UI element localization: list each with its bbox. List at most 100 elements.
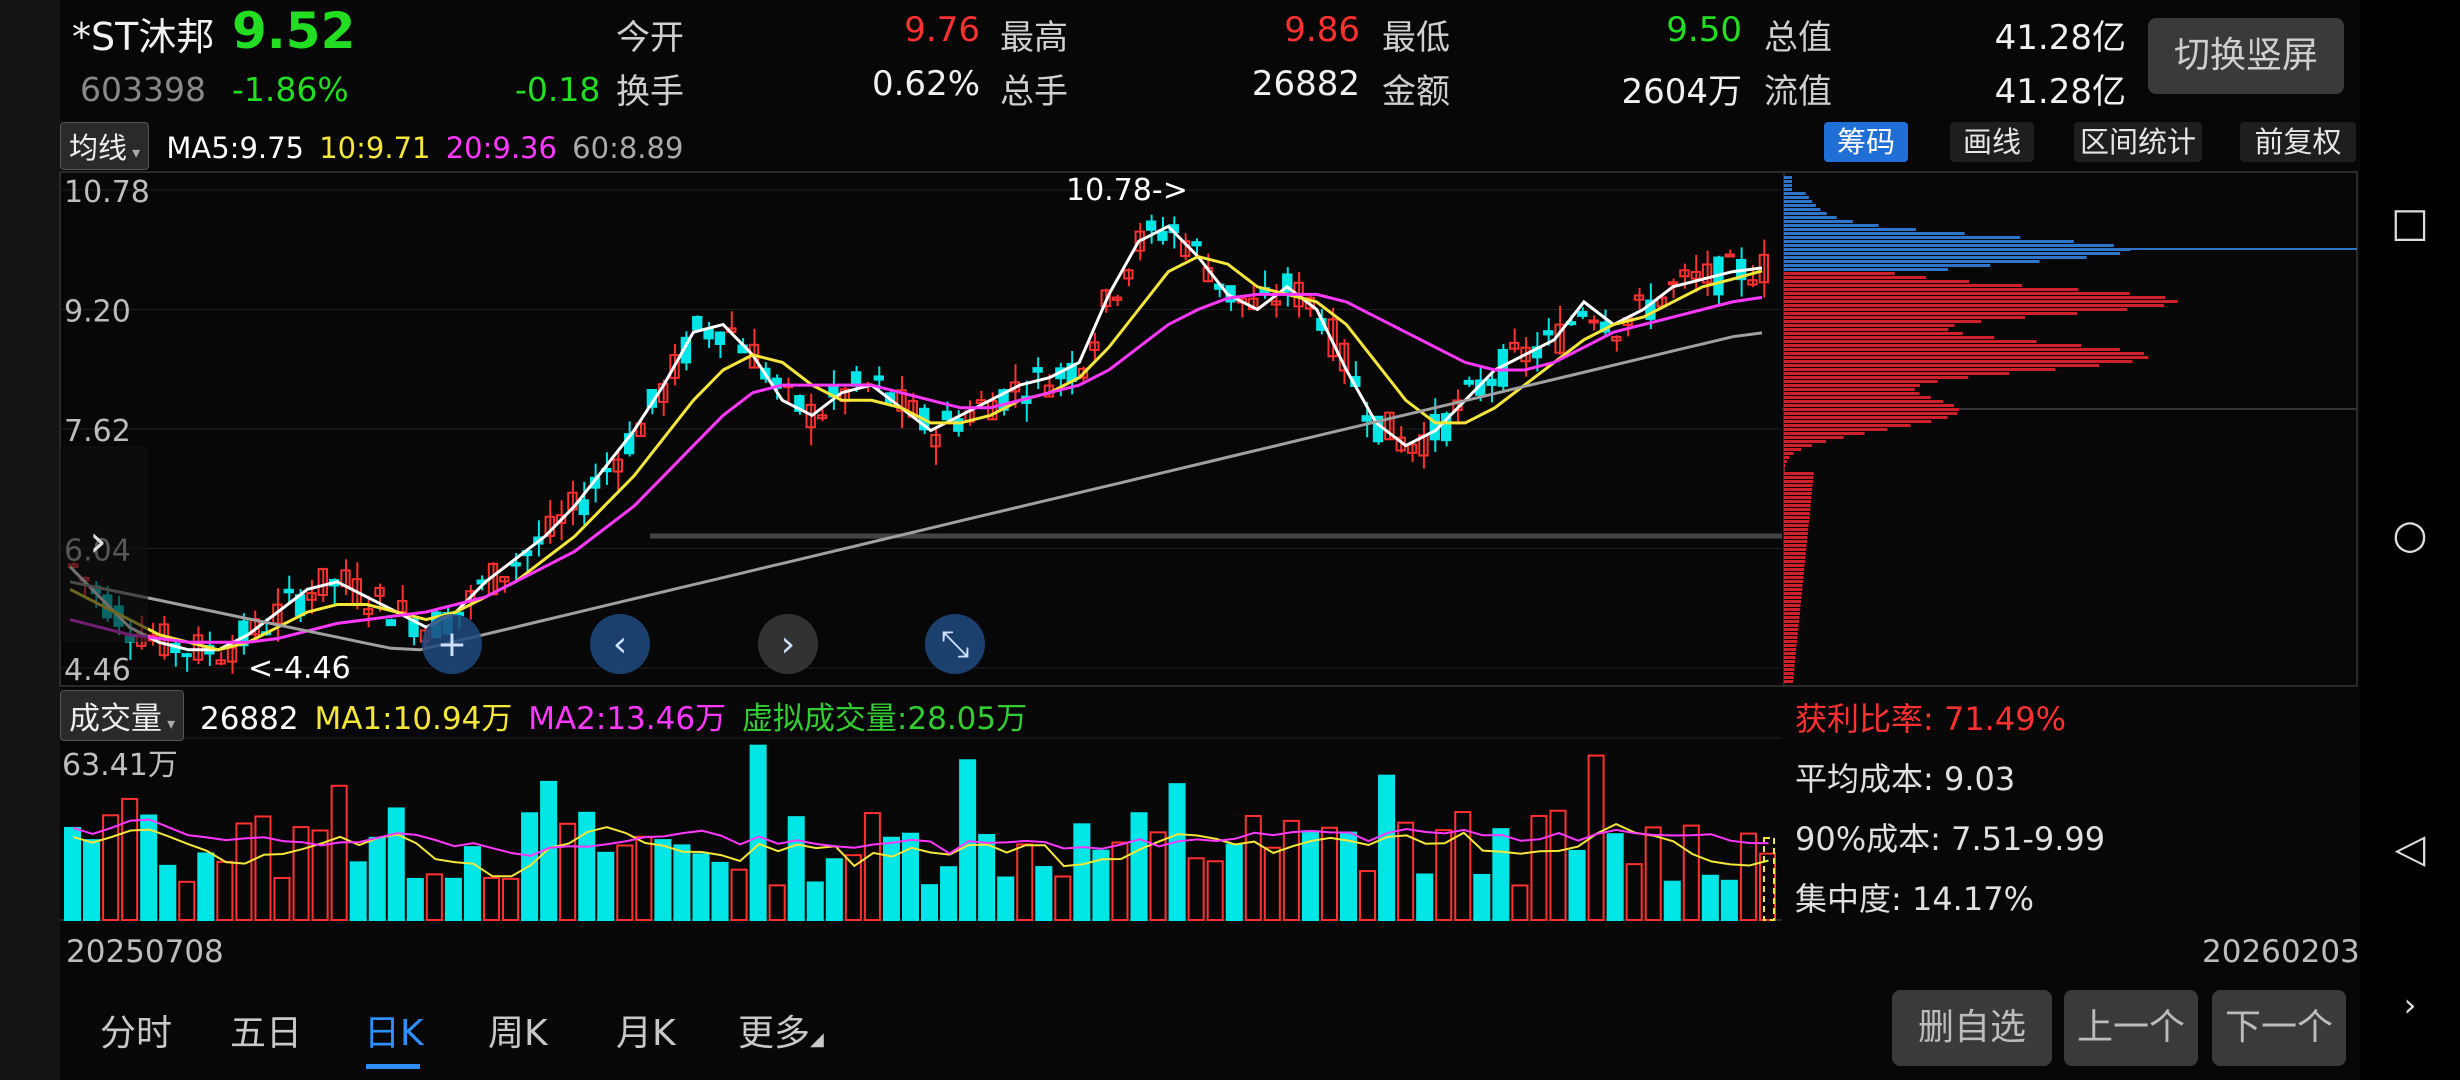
volume-max-label: 63.41万 [62, 748, 178, 783]
chip-bar [1784, 456, 1790, 459]
volume-bar-down [1130, 812, 1148, 921]
candle-down [941, 410, 953, 421]
candle-up [1134, 230, 1145, 252]
quote-label-high: 最高 [1000, 18, 1068, 58]
main-panel [60, 0, 2360, 1080]
next-stock-button[interactable]: 下一个 [2212, 990, 2346, 1066]
volume-bar-down [1663, 880, 1681, 922]
ma-legend-bar: 均线 ▾ MA5:9.75 10:9.71 20:9.36 60:8.89 [60, 122, 1780, 170]
chip-bar [1784, 640, 1797, 643]
home-icon[interactable]: ○ [2392, 512, 2428, 558]
volume-bar-up [844, 854, 862, 922]
chip-bar [1784, 524, 1809, 527]
chip-bar [1784, 468, 1785, 471]
forward-adjust-button[interactable]: 前复权 [2240, 122, 2356, 162]
volume-bar-down [406, 877, 424, 922]
collapse-icon[interactable]: ⤡ [925, 614, 985, 674]
previous-stock-button[interactable]: 上一个 [2064, 990, 2198, 1066]
volume-bar-up [178, 880, 196, 922]
chip-bar [1784, 484, 1813, 487]
kline-chart: 10.789.207.626.044.46 10.78-><-4.46 63.4… [59, 171, 2358, 922]
ma-line-ma20 [69, 292, 1763, 644]
dropdown-icon: ▾ [162, 714, 176, 733]
volume-bar-up [1644, 826, 1662, 922]
indicator-selector[interactable]: 成交量 ▾ [60, 690, 185, 741]
candle-up [1701, 263, 1713, 284]
candle-up [1667, 281, 1679, 286]
zoom-in-icon[interactable]: + [422, 614, 482, 674]
volume-bar-down [1701, 874, 1719, 921]
quote-label-total-value: 总值 [1764, 18, 1832, 58]
chip-bar [1784, 360, 2133, 363]
chip-bar [1784, 668, 1795, 671]
candle-up [1509, 341, 1520, 350]
chip-bar [1784, 616, 1800, 619]
candle-up [192, 634, 204, 661]
recent-apps-icon[interactable]: □ [2391, 200, 2429, 246]
range-stats-button[interactable]: 区间统计 [2074, 122, 2202, 162]
chip-bar [1784, 508, 1811, 511]
tab-intraday[interactable]: 分时 [100, 1013, 173, 1054]
tab-daily-k[interactable]: 日K [364, 1013, 424, 1054]
chip-bar [1784, 560, 1805, 563]
remove-watchlist-button[interactable]: 删自选 [1892, 990, 2052, 1066]
chip-bar [1784, 368, 2056, 371]
volume-bar-down [806, 881, 824, 922]
chip-bar [1784, 624, 1799, 627]
tab-five-day[interactable]: 五日 [230, 1013, 303, 1054]
ma5-value: MA5:9.75 [166, 131, 305, 165]
volume-bar-down [711, 861, 729, 921]
tab-weekly-k[interactable]: 周K [488, 1013, 548, 1054]
chip-bar [1784, 288, 2079, 291]
chip-bar [1784, 496, 1812, 499]
tab-monthly-k[interactable]: 月K [616, 1013, 676, 1054]
switch-portrait-button[interactable]: 切换竖屏 [2148, 18, 2344, 94]
quote-label-turnover: 换手 [616, 72, 684, 112]
volume-bar-down [578, 811, 596, 922]
candle-up [374, 586, 385, 597]
chip-bar [1784, 336, 1995, 339]
chip-bar [1784, 180, 1793, 183]
tab-more-label: 更多 [738, 1013, 811, 1054]
chip-bar [1784, 408, 1960, 411]
chip-bar [1784, 628, 1799, 631]
quote-value-turnover: 0.62% [871, 64, 980, 104]
change-percent: -1.86% [232, 70, 349, 109]
volume-bar-up [616, 844, 634, 922]
volume-bar-down [349, 861, 367, 922]
candle-down [953, 418, 964, 432]
ma-line-ma10 [69, 255, 1763, 652]
chip-bar [1784, 520, 1809, 523]
quote-value-amount: 2604万 [1621, 72, 1742, 112]
chip-distribution-button[interactable]: 筹码 [1824, 122, 1908, 162]
candle-down [578, 499, 589, 516]
chip-bar [1784, 404, 1954, 407]
chip-bar [1784, 316, 2025, 319]
volume-bar-up [102, 814, 120, 921]
volume-bar-down [787, 816, 805, 922]
volume-bar-down [444, 877, 462, 922]
expand-chevron-icon[interactable]: › [2403, 986, 2417, 1024]
chip-bar [1784, 608, 1801, 611]
virtual-volume-bar [1763, 837, 1775, 921]
chip-bar [1784, 344, 2082, 347]
chip-bar [1784, 460, 1787, 463]
chip-bar [1784, 416, 1948, 419]
tab-more[interactable]: 更多◢ [738, 1004, 824, 1056]
volume-bar-down [997, 876, 1015, 921]
quote-value-low: 9.50 [1666, 10, 1742, 50]
volume-bar-down [368, 836, 386, 921]
volume-bar-down [1720, 879, 1738, 922]
scroll-right-icon[interactable]: › [758, 614, 818, 674]
draw-line-button[interactable]: 画线 [1950, 122, 2034, 162]
quote-label-open: 今开 [616, 18, 684, 58]
volume-bar-up [1016, 843, 1034, 921]
chip-bar [1784, 440, 1826, 443]
volume-ma-lines [73, 818, 1775, 921]
scroll-left-icon[interactable]: ‹ [590, 614, 650, 674]
system-nav-bar [2360, 0, 2460, 1080]
candle-down [1145, 220, 1157, 231]
expand-panel-icon[interactable]: › [60, 446, 148, 642]
ma-selector[interactable]: 均线 ▾ [60, 122, 150, 170]
back-icon[interactable]: ◁ [2394, 826, 2426, 872]
